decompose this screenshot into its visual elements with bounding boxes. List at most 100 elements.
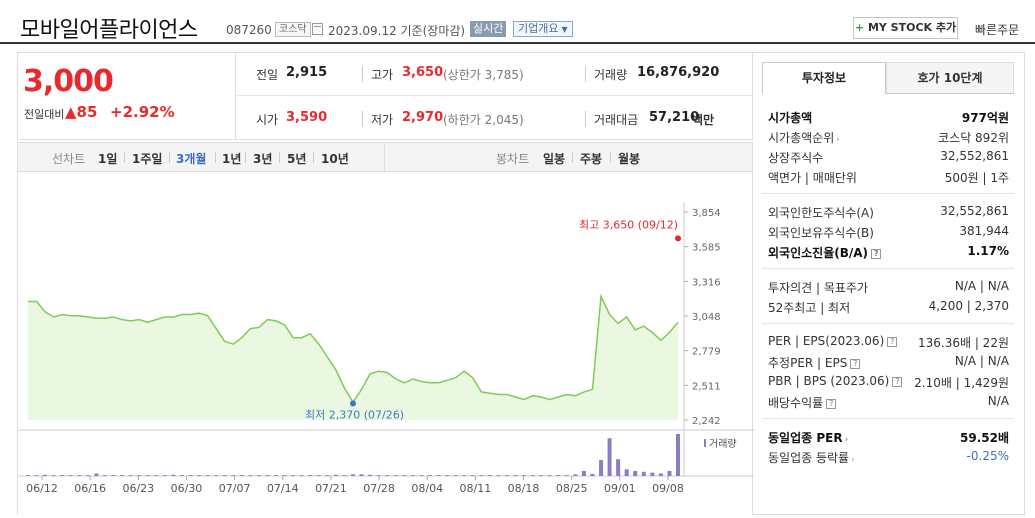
- x-tick-label: 09/01: [604, 482, 636, 495]
- volume-bar: [68, 475, 73, 476]
- volume-bar: [179, 475, 184, 476]
- base-date: 2023.09.12 기준(장마감): [328, 24, 466, 38]
- x-tick-label: 08/04: [411, 482, 443, 495]
- volume-bar: [248, 475, 253, 476]
- stock-name: 모바일어플라이언스: [20, 18, 198, 43]
- toolbar-sep: [610, 152, 611, 163]
- lower-limit: (하한가 2,045): [443, 113, 524, 127]
- volume-bar: [351, 474, 355, 476]
- x-tick-label: 06/23: [122, 482, 154, 495]
- period-1y[interactable]: 1년: [222, 152, 242, 166]
- company-overview-dropdown[interactable]: 기업개요 ▼: [513, 21, 573, 37]
- volume-bar: [274, 475, 279, 476]
- my-stock-add-button[interactable]: + MY STOCK 추가: [853, 17, 958, 39]
- candle-monthly[interactable]: 월봉: [618, 152, 641, 166]
- volume-bar: [658, 473, 663, 476]
- quick-order-link[interactable]: 빠른주문: [975, 23, 1020, 37]
- x-tick-label: 07/07: [219, 482, 251, 495]
- period-5y[interactable]: 5년: [287, 152, 307, 166]
- help-icon[interactable]: ?: [871, 248, 882, 259]
- industry-change-label[interactable]: 동일업종 등락률 ›: [768, 449, 855, 466]
- candle-daily[interactable]: 일봉: [543, 152, 566, 166]
- period-10y[interactable]: 10년: [321, 152, 349, 166]
- toolbar-sep: [245, 152, 246, 163]
- est-per-eps-text: 추정PER | EPS: [768, 356, 848, 370]
- dividend-yield-value: N/A: [987, 394, 1009, 408]
- open-label: 시가: [256, 113, 279, 127]
- plus-icon: +: [854, 21, 865, 34]
- volume-bar: [94, 473, 99, 476]
- tab-invest-info[interactable]: 투자정보: [762, 62, 886, 94]
- x-tick-label: 07/21: [315, 482, 347, 495]
- volume-bar: [368, 474, 373, 476]
- listed-shares-label: 상장주식수: [768, 151, 824, 165]
- section-divider: [762, 268, 1014, 269]
- volume-bar: [410, 475, 415, 476]
- period-1w[interactable]: 1주일: [132, 152, 163, 166]
- calendar-icon: [312, 23, 323, 35]
- company-overview-label: 기업개요: [518, 22, 559, 35]
- volume-bar: [145, 475, 150, 476]
- price-summary-box: [235, 52, 753, 140]
- foreign-hold-value: 381,944: [959, 224, 1009, 238]
- volume-bar: [222, 475, 227, 476]
- volume-bar: [111, 475, 116, 476]
- period-3m[interactable]: 3개월: [176, 152, 207, 166]
- amount-value: 57,210: [649, 110, 700, 125]
- volume-bar: [599, 460, 604, 476]
- industry-per-label[interactable]: 동일업종 PER ›: [768, 429, 848, 446]
- volume-bar: [316, 475, 321, 476]
- high-label: 고가: [371, 68, 394, 82]
- y-tick-label: 3,048: [692, 312, 721, 323]
- volume-bar: [650, 472, 655, 476]
- toolbar-sep: [313, 152, 314, 163]
- volume-bar: [85, 475, 90, 476]
- price-chart[interactable]: 3,854 3,585 3,316 3,048 2,779 2,511 2,242 최고 3,…: [17, 172, 754, 515]
- volume-bar: [282, 475, 287, 476]
- help-icon[interactable]: ?: [887, 336, 898, 347]
- period-1d[interactable]: 1일: [98, 152, 118, 166]
- market-cap-rank-value: 코스닥 892위: [938, 131, 1009, 145]
- candle-weekly[interactable]: 주봉: [580, 152, 603, 166]
- chevron-down-icon: ▼: [561, 25, 568, 34]
- market-cap-value: 977억원: [961, 111, 1009, 125]
- x-tick-label: 09/08: [652, 482, 684, 495]
- amount-label: 거래대금: [594, 113, 639, 127]
- foreign-ratio-text: 외국인소진율(B/A): [768, 246, 869, 260]
- help-icon[interactable]: ?: [892, 376, 903, 387]
- volume-bar: [470, 475, 475, 476]
- foreign-ratio-value: 1.17%: [967, 244, 1009, 258]
- volume-bar: [171, 474, 176, 476]
- volume-bar: [564, 475, 569, 476]
- volume-bar: [624, 469, 629, 476]
- volume-bar: [385, 475, 390, 476]
- low-marker: [350, 400, 356, 407]
- help-icon[interactable]: ?: [850, 358, 861, 369]
- pbr-bps-label: PBR | BPS (2023.06)?: [768, 374, 903, 388]
- section-divider: [762, 323, 1014, 324]
- section-divider: [762, 418, 1014, 419]
- volume-bar: [462, 475, 467, 476]
- realtime-button[interactable]: 실시간: [470, 21, 507, 37]
- period-3y[interactable]: 3년: [253, 152, 273, 166]
- prev-close-value: 2,915: [286, 65, 328, 80]
- help-icon[interactable]: ?: [826, 398, 837, 409]
- diff-amount: 85: [76, 103, 98, 121]
- market-cap-rank-label[interactable]: 시가총액순위 ›: [768, 129, 840, 146]
- y-tick-label: 3,854: [692, 208, 721, 219]
- volume-value: 16,876,920: [637, 65, 720, 80]
- opinion-target-value: N/A | N/A: [954, 279, 1009, 293]
- stock-code: 087260: [226, 23, 272, 37]
- market-badge: 코스닥: [275, 22, 311, 37]
- toolbar-sep: [279, 152, 280, 163]
- tab-quote-10[interactable]: 호가 10단계: [886, 62, 1014, 94]
- volume-bar: [265, 475, 270, 476]
- volume-bar: [120, 475, 125, 476]
- volume-bar: [359, 474, 364, 476]
- volume-bar: [676, 434, 680, 476]
- volume-bar: [291, 475, 296, 476]
- toolbar-sep: [572, 152, 573, 163]
- volume-bar: [530, 475, 535, 476]
- per-eps-value: 136.36배 | 22원: [917, 336, 1009, 350]
- volume-bar: [479, 475, 484, 476]
